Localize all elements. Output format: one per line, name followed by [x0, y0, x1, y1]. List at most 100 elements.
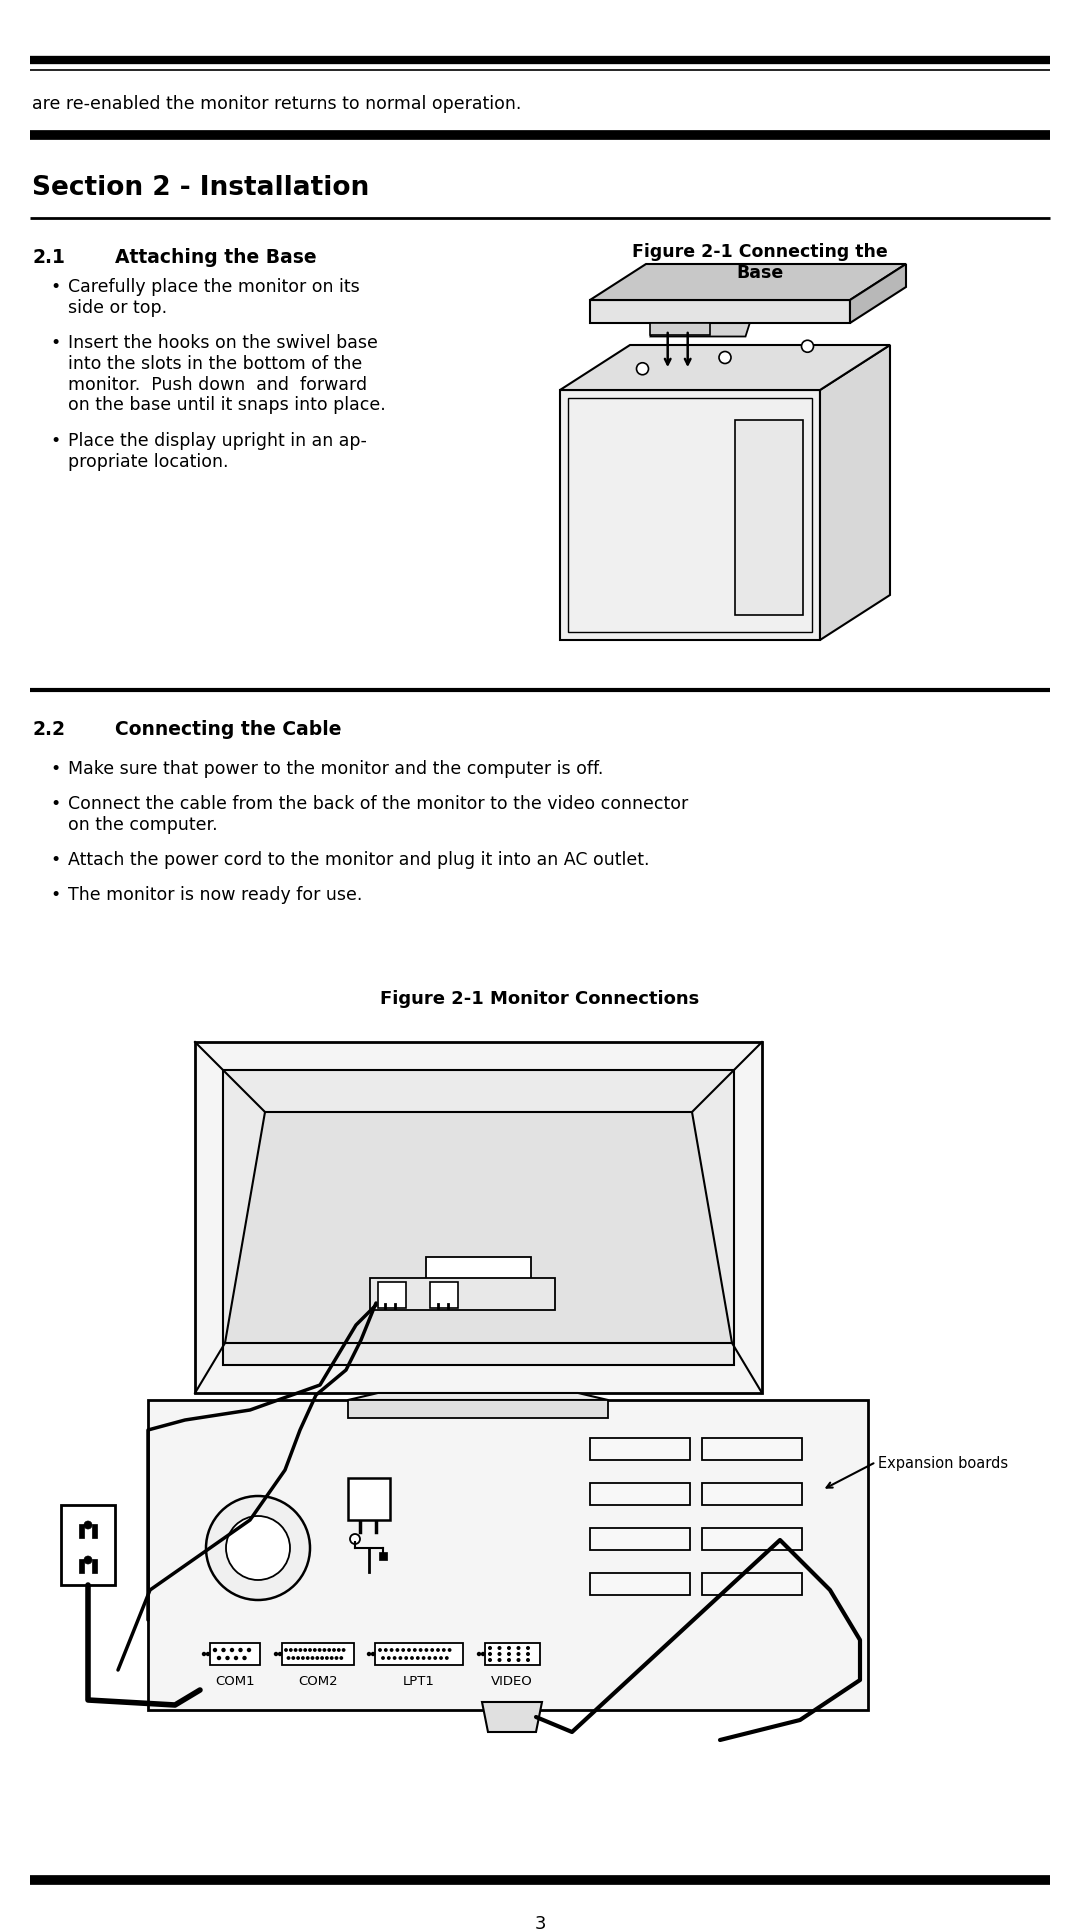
- Circle shape: [335, 1658, 338, 1660]
- FancyBboxPatch shape: [79, 1559, 84, 1573]
- Circle shape: [222, 1648, 225, 1652]
- Circle shape: [367, 1652, 370, 1656]
- Text: Attach the power cord to the monitor and plug it into an AC outlet.: Attach the power cord to the monitor and…: [68, 850, 649, 869]
- FancyBboxPatch shape: [210, 1642, 260, 1665]
- Text: are re-enabled the monitor returns to normal operation.: are re-enabled the monitor returns to no…: [32, 95, 522, 112]
- Circle shape: [408, 1648, 410, 1652]
- Polygon shape: [561, 346, 890, 390]
- Circle shape: [400, 1658, 402, 1660]
- Text: 3: 3: [535, 1915, 545, 1932]
- Circle shape: [295, 1648, 297, 1652]
- Circle shape: [321, 1658, 323, 1660]
- Text: •: •: [50, 759, 60, 779]
- Text: COM1: COM1: [215, 1675, 255, 1689]
- Circle shape: [527, 1652, 529, 1656]
- Text: COM2: COM2: [298, 1675, 338, 1689]
- Circle shape: [477, 1652, 481, 1656]
- Text: Carefully place the monitor on its
side or top.: Carefully place the monitor on its side …: [68, 278, 360, 317]
- Circle shape: [390, 1648, 393, 1652]
- Circle shape: [517, 1646, 519, 1650]
- Circle shape: [508, 1646, 511, 1650]
- Circle shape: [428, 1658, 431, 1660]
- Polygon shape: [650, 323, 710, 334]
- Circle shape: [214, 1648, 216, 1652]
- Circle shape: [527, 1660, 529, 1662]
- Circle shape: [299, 1648, 301, 1652]
- FancyBboxPatch shape: [379, 1551, 387, 1559]
- Circle shape: [226, 1517, 291, 1580]
- Circle shape: [488, 1660, 491, 1662]
- Circle shape: [393, 1658, 395, 1660]
- Text: Insert the hooks on the swivel base
into the slots in the bottom of the
monitor.: Insert the hooks on the swivel base into…: [68, 334, 386, 413]
- Circle shape: [422, 1658, 424, 1660]
- Circle shape: [313, 1648, 316, 1652]
- FancyBboxPatch shape: [426, 1258, 531, 1279]
- FancyBboxPatch shape: [348, 1478, 390, 1520]
- Circle shape: [443, 1648, 445, 1652]
- Circle shape: [434, 1658, 436, 1660]
- Text: Attaching the Base: Attaching the Base: [114, 247, 316, 267]
- FancyBboxPatch shape: [282, 1642, 354, 1665]
- FancyBboxPatch shape: [222, 1070, 734, 1366]
- Circle shape: [436, 1648, 440, 1652]
- Circle shape: [326, 1658, 328, 1660]
- Circle shape: [330, 1658, 333, 1660]
- FancyBboxPatch shape: [735, 419, 804, 614]
- Circle shape: [508, 1652, 511, 1656]
- Text: •: •: [50, 850, 60, 869]
- Polygon shape: [590, 299, 850, 323]
- Circle shape: [446, 1658, 448, 1660]
- FancyBboxPatch shape: [79, 1524, 84, 1538]
- Circle shape: [340, 1658, 342, 1660]
- FancyBboxPatch shape: [60, 1505, 114, 1584]
- Circle shape: [301, 1658, 305, 1660]
- Circle shape: [508, 1660, 511, 1662]
- Circle shape: [382, 1658, 384, 1660]
- FancyBboxPatch shape: [348, 1401, 608, 1418]
- FancyBboxPatch shape: [590, 1437, 690, 1461]
- Circle shape: [309, 1648, 311, 1652]
- Circle shape: [498, 1646, 501, 1650]
- Circle shape: [414, 1648, 416, 1652]
- Text: Make sure that power to the monitor and the computer is off.: Make sure that power to the monitor and …: [68, 759, 604, 779]
- Circle shape: [217, 1656, 220, 1660]
- Circle shape: [517, 1652, 519, 1656]
- Circle shape: [488, 1646, 491, 1650]
- Circle shape: [396, 1648, 399, 1652]
- Circle shape: [410, 1658, 414, 1660]
- Circle shape: [323, 1648, 325, 1652]
- Circle shape: [342, 1648, 345, 1652]
- Circle shape: [279, 1652, 282, 1656]
- Circle shape: [498, 1660, 501, 1662]
- FancyBboxPatch shape: [590, 1528, 690, 1549]
- Circle shape: [319, 1648, 321, 1652]
- Text: Figure 2-1 Monitor Connections: Figure 2-1 Monitor Connections: [380, 989, 700, 1009]
- Circle shape: [419, 1648, 422, 1652]
- Circle shape: [719, 352, 731, 363]
- Polygon shape: [650, 315, 753, 336]
- Circle shape: [517, 1660, 519, 1662]
- Circle shape: [488, 1652, 491, 1656]
- Polygon shape: [225, 1113, 732, 1343]
- Polygon shape: [348, 1393, 608, 1401]
- Circle shape: [206, 1652, 210, 1656]
- Circle shape: [292, 1658, 295, 1660]
- FancyBboxPatch shape: [702, 1573, 802, 1596]
- Circle shape: [311, 1658, 313, 1660]
- Circle shape: [297, 1658, 299, 1660]
- Text: LPT1: LPT1: [403, 1675, 435, 1689]
- Circle shape: [206, 1495, 310, 1600]
- Circle shape: [372, 1652, 375, 1656]
- FancyBboxPatch shape: [375, 1642, 463, 1665]
- Circle shape: [379, 1648, 381, 1652]
- Text: Place the display upright in an ap-
propriate location.: Place the display upright in an ap- prop…: [68, 433, 367, 471]
- Circle shape: [328, 1648, 330, 1652]
- Text: Section 2 - Installation: Section 2 - Installation: [32, 176, 369, 201]
- FancyBboxPatch shape: [430, 1283, 458, 1308]
- Circle shape: [234, 1656, 238, 1660]
- FancyBboxPatch shape: [702, 1437, 802, 1461]
- Circle shape: [287, 1658, 289, 1660]
- Circle shape: [636, 363, 648, 375]
- Text: •: •: [50, 887, 60, 904]
- Text: Figure 2-1 Connecting the
Base: Figure 2-1 Connecting the Base: [632, 243, 888, 282]
